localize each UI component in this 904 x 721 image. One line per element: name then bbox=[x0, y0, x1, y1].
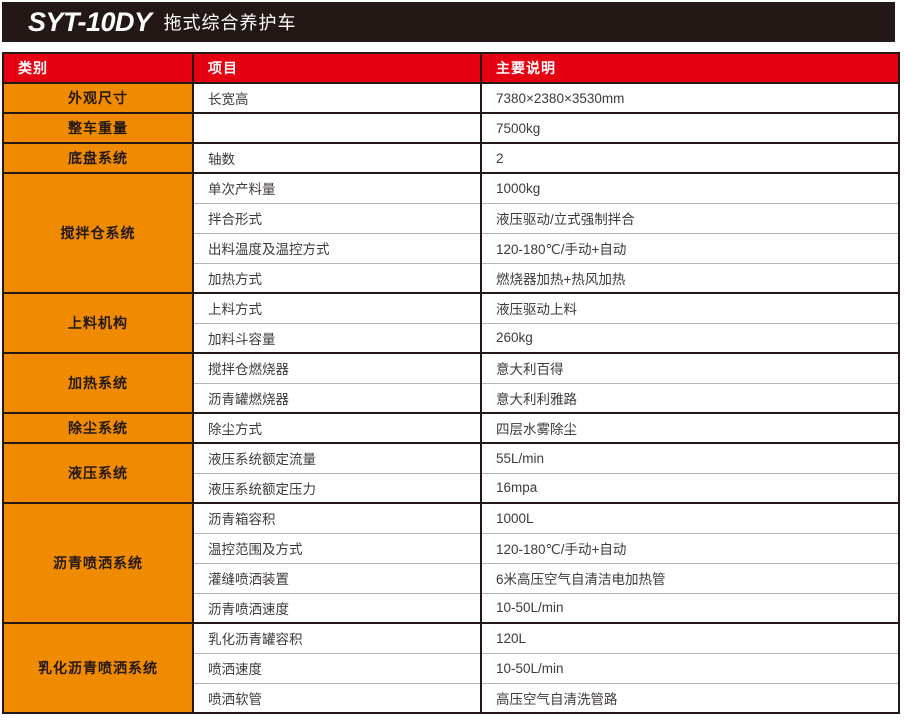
table-row: 底盘系统 轴数 2 bbox=[3, 143, 899, 174]
category-cell: 乳化沥青喷洒系统 bbox=[3, 623, 194, 714]
item-cell: 轴数 bbox=[193, 143, 482, 174]
table-row: 上料机构 上料方式 液压驱动上料 bbox=[3, 293, 899, 354]
description-cell: 55L/min bbox=[481, 443, 899, 474]
description-cell: 7500kg bbox=[481, 113, 899, 144]
item-cell: 拌合形式 bbox=[193, 203, 482, 234]
table-row: 整车重量 7500kg bbox=[3, 113, 899, 144]
category-cell: 液压系统 bbox=[3, 443, 194, 504]
category-cell: 沥青喷洒系统 bbox=[3, 503, 194, 624]
item-cell bbox=[193, 113, 482, 144]
category-cell: 搅拌仓系统 bbox=[3, 173, 194, 294]
description-cell: 120-180℃/手动+自动 bbox=[481, 533, 899, 564]
table-row: 除尘系统 除尘方式 四层水雾除尘 bbox=[3, 413, 899, 444]
description-cell: 10-50L/min bbox=[481, 653, 899, 684]
item-cell: 乳化沥青罐容积 bbox=[193, 623, 482, 654]
description-cell: 意大利利雅路 bbox=[481, 383, 899, 414]
description-cell: 高压空气自清洗管路 bbox=[481, 683, 899, 713]
category-cell: 除尘系统 bbox=[3, 413, 194, 444]
item-cell: 液压系统额定压力 bbox=[193, 473, 482, 504]
description-cell: 120-180℃/手动+自动 bbox=[481, 233, 899, 264]
item-cell: 灌缝喷洒装置 bbox=[193, 563, 482, 594]
table-row: 加热方式 燃烧器加热+热风加热 bbox=[3, 263, 899, 294]
description-cell: 10-50L/min bbox=[481, 593, 899, 624]
category-cell: 外观尺寸 bbox=[3, 83, 194, 114]
item-cell: 加料斗容量 bbox=[193, 323, 482, 354]
item-cell: 加热方式 bbox=[193, 263, 482, 294]
table-row: 沥青喷洒速度 10-50L/min bbox=[3, 593, 899, 624]
table-body: 外观尺寸 长宽高 7380×2380×3530mm 整车重量 7500kg 底盘系统 轴数 2… bbox=[3, 83, 899, 714]
table-row: 拌合形式 液压驱动/立式强制拌合 bbox=[3, 203, 899, 234]
table-row: 外观尺寸 长宽高 7380×2380×3530mm bbox=[3, 83, 899, 114]
category-cell: 加热系统 bbox=[3, 353, 194, 414]
description-cell: 16mpa bbox=[481, 473, 899, 504]
description-cell: 260kg bbox=[481, 323, 899, 354]
description-cell: 1000kg bbox=[481, 173, 899, 204]
item-cell: 温控范围及方式 bbox=[193, 533, 482, 564]
table-row: 灌缝喷洒装置 6米高压空气自清洁电加热管 bbox=[3, 563, 899, 594]
table-row: 加热系统 搅拌仓燃烧器 意大利百得 bbox=[3, 353, 899, 414]
table-row: 加料斗容量 260kg bbox=[3, 323, 899, 354]
product-model: SYT-10DY bbox=[28, 6, 152, 37]
title-bar: SYT-10DY 拖式综合养护车 bbox=[2, 2, 895, 42]
description-cell: 6米高压空气自清洁电加热管 bbox=[481, 563, 899, 594]
column-header-item: 项目 bbox=[193, 53, 482, 84]
item-cell: 上料方式 bbox=[193, 293, 482, 324]
table-row: 液压系统 液压系统额定流量 55L/min bbox=[3, 443, 899, 504]
category-cell: 上料机构 bbox=[3, 293, 194, 354]
description-cell: 液压驱动/立式强制拌合 bbox=[481, 203, 899, 234]
table-row: 喷洒速度 10-50L/min bbox=[3, 653, 899, 684]
item-cell: 沥青罐燃烧器 bbox=[193, 383, 482, 414]
category-cell: 整车重量 bbox=[3, 113, 194, 144]
product-name: 拖式综合养护车 bbox=[163, 13, 297, 33]
item-cell: 喷洒速度 bbox=[193, 653, 482, 684]
table-row: 乳化沥青喷洒系统 乳化沥青罐容积 120L bbox=[3, 623, 899, 714]
description-cell: 意大利百得 bbox=[481, 353, 899, 384]
description-cell: 四层水雾除尘 bbox=[481, 413, 899, 444]
description-cell: 燃烧器加热+热风加热 bbox=[481, 263, 899, 294]
table-row: 搅拌仓系统 单次产料量 1000kg bbox=[3, 173, 899, 294]
item-cell: 沥青喷洒速度 bbox=[193, 593, 482, 624]
table-row: 喷洒软管 高压空气自清洗管路 bbox=[3, 683, 899, 713]
description-cell: 1000L bbox=[481, 503, 899, 534]
column-header-description: 主要说明 bbox=[481, 53, 899, 84]
description-cell: 120L bbox=[481, 623, 899, 654]
item-cell: 液压系统额定流量 bbox=[193, 443, 482, 474]
table-row: 出料温度及温控方式 120-180℃/手动+自动 bbox=[3, 233, 899, 264]
table-row: 沥青罐燃烧器 意大利利雅路 bbox=[3, 383, 899, 414]
item-cell: 出料温度及温控方式 bbox=[193, 233, 482, 264]
table-row: 沥青喷洒系统 沥青箱容积 1000L bbox=[3, 503, 899, 624]
table-header-row: 类别 项目 主要说明 bbox=[3, 53, 899, 84]
table-row: 温控范围及方式 120-180℃/手动+自动 bbox=[3, 533, 899, 564]
category-cell: 底盘系统 bbox=[3, 143, 194, 174]
description-cell: 2 bbox=[481, 143, 899, 174]
item-cell: 长宽高 bbox=[193, 83, 482, 114]
description-cell: 液压驱动上料 bbox=[481, 293, 899, 324]
item-cell: 搅拌仓燃烧器 bbox=[193, 353, 482, 384]
description-cell: 7380×2380×3530mm bbox=[481, 83, 899, 114]
specification-table: 类别 项目 主要说明 外观尺寸 长宽高 7380×2380×3530mm 整车重量 75… bbox=[2, 52, 900, 714]
item-cell: 喷洒软管 bbox=[193, 683, 482, 713]
item-cell: 除尘方式 bbox=[193, 413, 482, 444]
column-header-category: 类别 bbox=[3, 53, 194, 84]
item-cell: 单次产料量 bbox=[193, 173, 482, 204]
table-row: 液压系统额定压力 16mpa bbox=[3, 473, 899, 504]
item-cell: 沥青箱容积 bbox=[193, 503, 482, 534]
